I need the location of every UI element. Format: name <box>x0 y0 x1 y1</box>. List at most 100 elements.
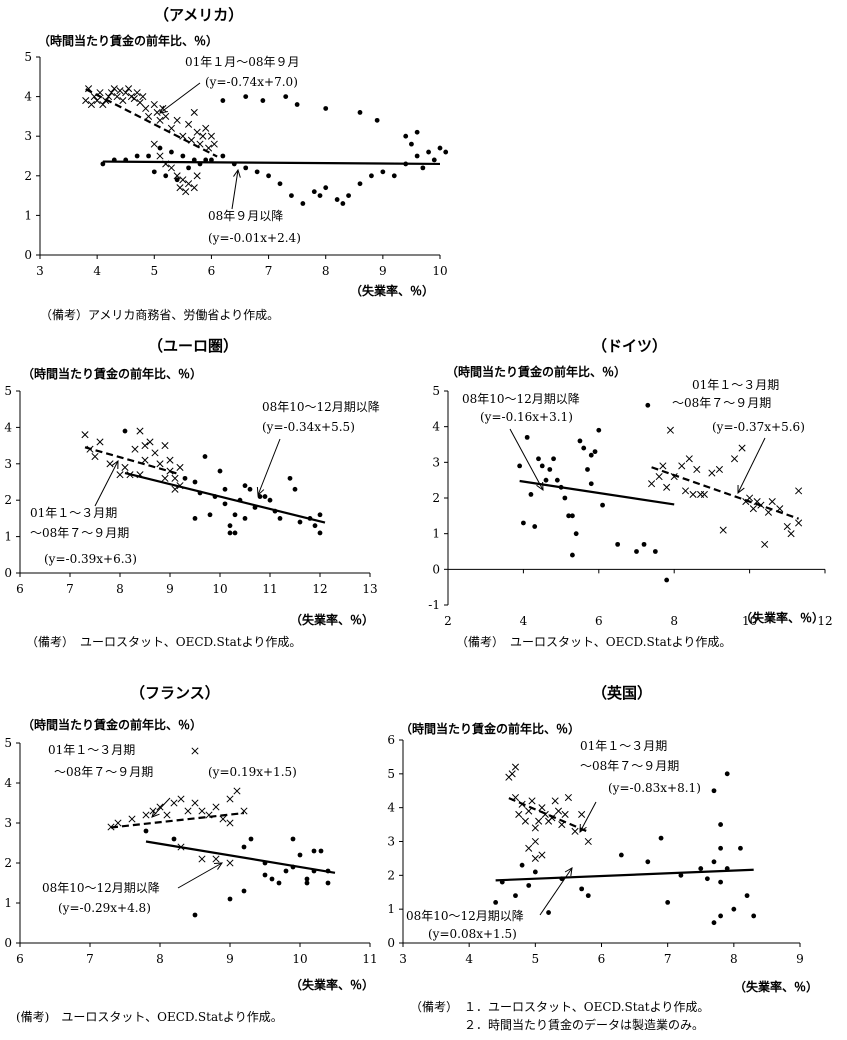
y-axis-label: （時間当たり賃金の前年比、％） <box>22 367 203 381</box>
data-point-x <box>795 487 803 495</box>
fit-line-solid <box>495 868 754 882</box>
y-axis-label: （時間当たり賃金の前年比、％） <box>446 365 627 379</box>
data-point-x <box>681 487 690 495</box>
data-point-x <box>171 485 179 493</box>
data-point-dot <box>220 153 226 159</box>
data-point-x <box>670 473 678 481</box>
data-point-dot <box>519 862 525 868</box>
data-point-x <box>150 140 158 148</box>
fit-line-dashed <box>84 446 181 476</box>
annotation-arrowhead <box>213 862 223 870</box>
fit-line-label: 08年10～12月期以降 <box>462 392 580 406</box>
data-point-x <box>561 810 569 818</box>
data-point-dot <box>260 98 266 103</box>
data-point-dot <box>551 456 556 462</box>
source-note: （備考）アメリカ商務省、労働省より作成。 <box>40 308 280 322</box>
data-point-dot <box>346 193 351 199</box>
data-point-x <box>783 522 791 531</box>
y-axis-label: （時間当たり賃金の前年比、％） <box>400 722 581 736</box>
annotation-arrow <box>151 797 171 818</box>
data-point-x <box>761 540 769 548</box>
data-point-x <box>685 455 693 463</box>
data-point-dot <box>146 153 151 159</box>
data-point-x <box>171 474 179 482</box>
data-point-x <box>538 804 546 812</box>
data-point-dot <box>242 483 248 489</box>
fit-line-label: ～08年７～９月期 <box>580 759 679 773</box>
y-tick-label: -1 <box>428 598 440 612</box>
data-point-x <box>119 97 127 105</box>
data-point-dot <box>297 852 303 858</box>
y-tick-label: 6 <box>387 733 395 747</box>
y-tick-label: 1 <box>387 902 395 916</box>
data-point-dot <box>678 872 684 878</box>
data-point-dot <box>731 906 737 912</box>
data-point-x <box>689 490 697 498</box>
data-point-x <box>116 87 124 95</box>
data-point-x <box>179 176 187 184</box>
data-point-x <box>719 526 727 534</box>
data-point-dot <box>222 486 228 492</box>
data-point-x <box>198 807 206 815</box>
source-note: (備考) ユーロスタット、OECD.Statより作成。 <box>16 1010 283 1024</box>
data-point-dot <box>186 165 191 171</box>
y-tick-label: 0 <box>24 248 32 262</box>
data-point-dot <box>414 129 420 135</box>
data-point-dot <box>562 495 568 501</box>
data-point-x <box>226 795 234 803</box>
data-point-x <box>648 480 656 488</box>
x-tick-label: 3 <box>399 952 407 966</box>
data-point-x <box>564 793 572 802</box>
annotation-arrow <box>539 867 573 916</box>
y-tick-label: 2 <box>24 169 32 183</box>
data-point-dot <box>546 910 551 915</box>
x-tick-label: 11 <box>362 952 377 966</box>
data-point-dot <box>227 523 233 529</box>
data-point-dot <box>588 452 594 458</box>
fit-line-label: 08年10～12月期以降 <box>262 400 380 414</box>
data-point-x <box>141 442 149 450</box>
data-point-x <box>190 108 198 116</box>
data-point-dot <box>374 117 380 123</box>
data-point-dot <box>262 494 268 499</box>
data-point-x <box>210 140 218 148</box>
data-point-x <box>697 490 705 498</box>
data-point-x <box>764 508 773 516</box>
data-point-x <box>787 530 795 538</box>
data-point-dot <box>517 463 523 469</box>
x-tick-label: 7 <box>664 952 672 966</box>
x-tick-label: 6 <box>16 582 24 596</box>
data-point-dot <box>493 900 499 905</box>
y-tick-label: 3 <box>387 835 395 849</box>
fit-line-dashed <box>508 797 589 833</box>
fit-line-label: 08年10～12月期以降 <box>406 909 524 923</box>
data-point-x <box>136 98 144 107</box>
data-point-x <box>185 180 193 188</box>
x-axis-label: （失業率、％） <box>740 611 825 625</box>
data-point-dot <box>174 177 180 183</box>
x-tick-label: 8 <box>156 952 164 966</box>
data-point-x <box>584 837 592 846</box>
y-tick-label: 1 <box>4 530 12 544</box>
data-point-x <box>166 456 174 464</box>
data-point-dot <box>718 913 723 919</box>
annotation-arrow <box>579 801 597 833</box>
data-point-dot <box>645 859 651 865</box>
data-point-x <box>185 120 193 128</box>
annotation-arrowhead <box>159 105 168 114</box>
y-tick-label: 4 <box>4 420 12 434</box>
data-point-x <box>125 85 133 93</box>
data-point-x <box>113 93 121 101</box>
data-point-dot <box>528 492 534 497</box>
y-tick-label: 4 <box>432 420 440 434</box>
x-axis-label: （失業率、％） <box>290 978 375 992</box>
data-point-dot <box>570 552 575 558</box>
data-point-dot <box>323 106 329 111</box>
annotation-arrowhead <box>256 486 265 497</box>
data-point-x <box>202 124 210 132</box>
data-point-dot <box>134 153 140 159</box>
data-point-x <box>156 460 164 468</box>
x-tick-label: 9 <box>379 264 387 278</box>
data-point-dot <box>615 541 621 547</box>
